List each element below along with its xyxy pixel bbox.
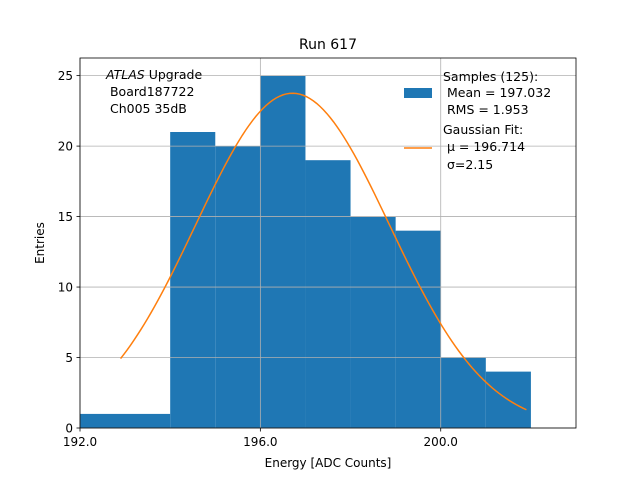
histogram-bar	[260, 75, 306, 428]
annotation-board: Board187722	[106, 84, 194, 99]
x-tick-label: 192.0	[63, 435, 97, 449]
y-tick-label: 10	[58, 281, 73, 295]
y-tick-label: 25	[58, 69, 73, 83]
axis-ticks: 192.0 196.0 200.0 0 5 10 15 20 25	[58, 69, 458, 449]
histogram-bar	[440, 357, 486, 428]
y-axis-label: Entries	[33, 222, 47, 264]
annotation-atlas-upgrade: ATLAS Upgrade	[105, 67, 202, 82]
legend-fit-title: Gaussian Fit:	[443, 122, 523, 137]
x-tick-label: 200.0	[424, 435, 458, 449]
histogram-bar	[305, 160, 351, 428]
histogram-bar	[170, 132, 216, 428]
annotation-channel: Ch005 35dB	[106, 101, 187, 116]
legend-fit-sigma: σ=2.15	[443, 157, 493, 172]
y-tick-label: 20	[58, 140, 73, 154]
legend-samples-title: Samples (125):	[443, 69, 538, 84]
plot-frame	[79, 57, 577, 429]
histogram-bar	[395, 230, 441, 428]
x-tick-label: 196.0	[243, 435, 277, 449]
histogram-bar	[80, 413, 171, 428]
legend-samples-rms: RMS = 1.953	[443, 102, 529, 117]
gaussian-fit-curve	[119, 92, 527, 411]
y-tick-label: 0	[65, 422, 73, 436]
x-axis-label: Energy [ADC Counts]	[265, 456, 392, 470]
legend: Samples (125): Mean = 197.032 RMS = 1.95…	[404, 69, 551, 172]
y-tick-label: 15	[58, 210, 73, 224]
legend-samples-mean: Mean = 197.032	[443, 85, 551, 100]
legend-fit-mu: μ = 196.714	[443, 139, 525, 154]
legend-samples-patch	[404, 88, 432, 98]
y-tick-label: 5	[65, 351, 73, 365]
histogram-bar	[350, 216, 396, 428]
chart-title: Run 617	[299, 37, 357, 53]
